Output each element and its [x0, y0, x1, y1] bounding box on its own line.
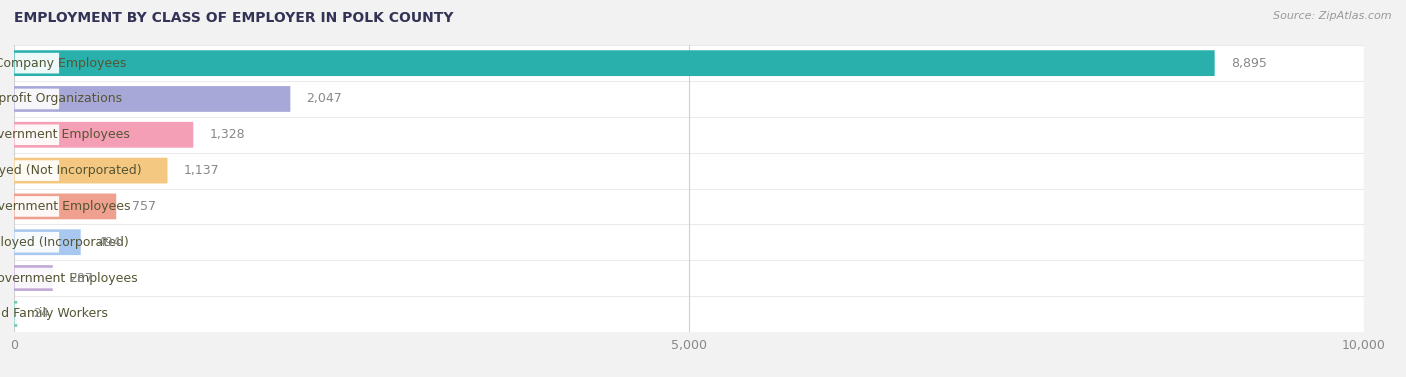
- FancyBboxPatch shape: [14, 89, 59, 109]
- Text: 24: 24: [34, 307, 49, 320]
- Text: Not-for-profit Organizations: Not-for-profit Organizations: [0, 92, 122, 106]
- FancyBboxPatch shape: [14, 229, 80, 255]
- Bar: [14, 81, 1364, 117]
- FancyBboxPatch shape: [14, 122, 193, 148]
- FancyBboxPatch shape: [14, 268, 59, 288]
- FancyBboxPatch shape: [14, 86, 291, 112]
- FancyBboxPatch shape: [14, 196, 59, 217]
- Bar: [14, 224, 1364, 260]
- FancyBboxPatch shape: [14, 193, 117, 219]
- Text: EMPLOYMENT BY CLASS OF EMPLOYER IN POLK COUNTY: EMPLOYMENT BY CLASS OF EMPLOYER IN POLK …: [14, 11, 454, 25]
- Bar: [14, 296, 1364, 332]
- Text: 8,895: 8,895: [1230, 57, 1267, 70]
- Bar: [14, 188, 1364, 224]
- FancyBboxPatch shape: [14, 301, 17, 327]
- Text: 2,047: 2,047: [307, 92, 342, 106]
- Text: Private Company Employees: Private Company Employees: [0, 57, 127, 70]
- Bar: [14, 117, 1364, 153]
- Text: Unpaid Family Workers: Unpaid Family Workers: [0, 307, 108, 320]
- Text: Federal Government Employees: Federal Government Employees: [0, 271, 138, 285]
- FancyBboxPatch shape: [14, 232, 59, 253]
- Text: 287: 287: [69, 271, 93, 285]
- Bar: [14, 260, 1364, 296]
- FancyBboxPatch shape: [14, 265, 53, 291]
- FancyBboxPatch shape: [14, 160, 59, 181]
- FancyBboxPatch shape: [14, 53, 59, 74]
- Bar: [14, 45, 1364, 81]
- Text: Local Government Employees: Local Government Employees: [0, 128, 131, 141]
- FancyBboxPatch shape: [14, 303, 59, 324]
- FancyBboxPatch shape: [14, 50, 1215, 76]
- Text: Self-Employed (Incorporated): Self-Employed (Incorporated): [0, 236, 129, 249]
- Text: 757: 757: [132, 200, 156, 213]
- Text: 1,137: 1,137: [184, 164, 219, 177]
- Text: Self-Employed (Not Incorporated): Self-Employed (Not Incorporated): [0, 164, 142, 177]
- FancyBboxPatch shape: [14, 124, 59, 145]
- Text: Source: ZipAtlas.com: Source: ZipAtlas.com: [1274, 11, 1392, 21]
- FancyBboxPatch shape: [14, 158, 167, 184]
- Text: State Government Employees: State Government Employees: [0, 200, 131, 213]
- Text: 1,328: 1,328: [209, 128, 245, 141]
- Text: 494: 494: [97, 236, 121, 249]
- Bar: [14, 153, 1364, 188]
